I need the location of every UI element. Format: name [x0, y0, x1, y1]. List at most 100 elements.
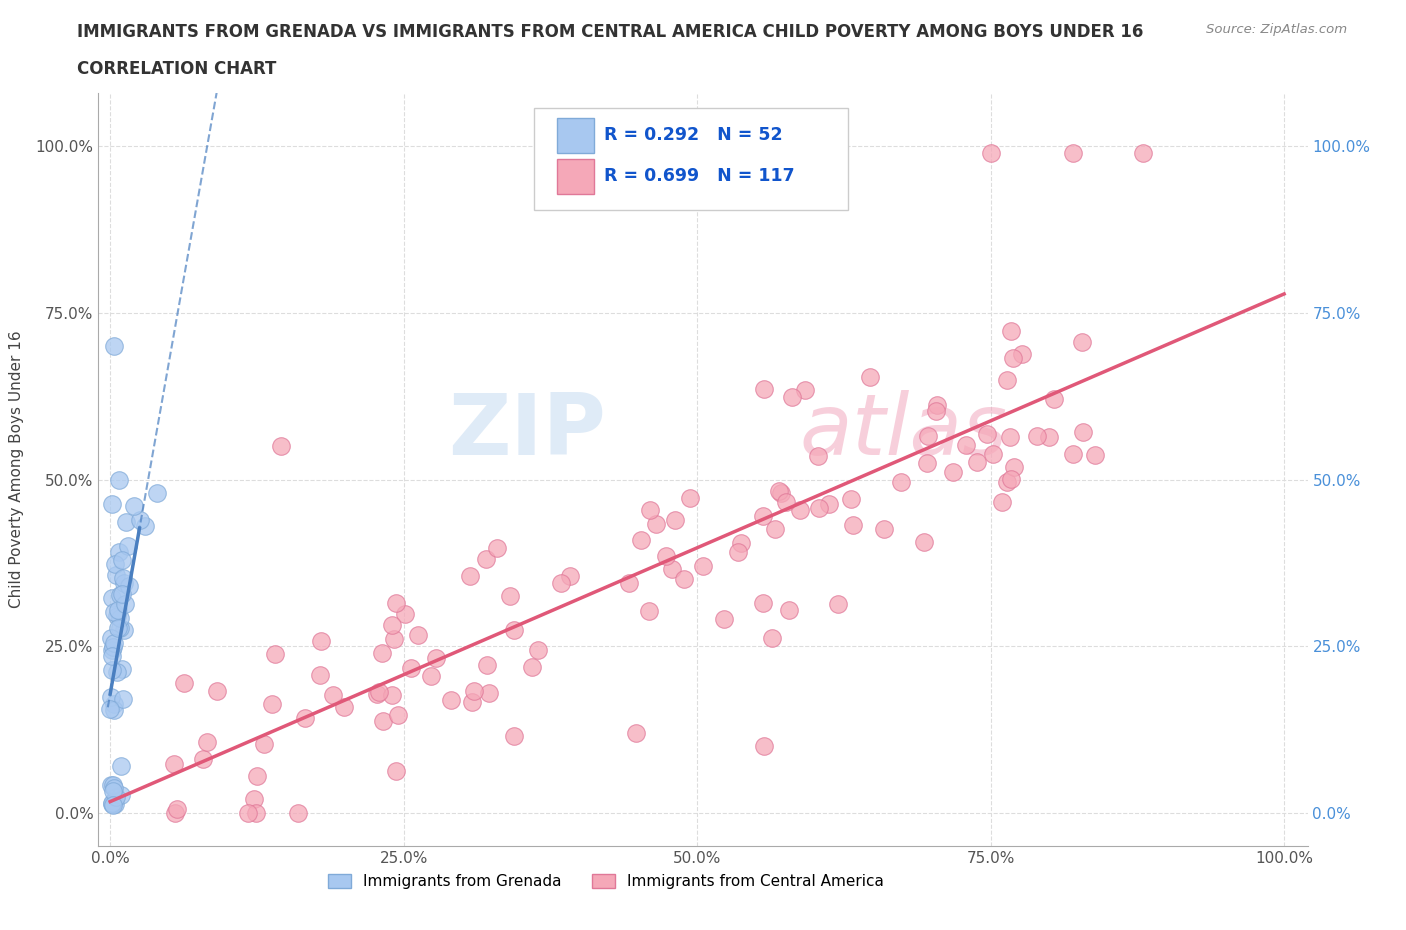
Point — [976, 427, 998, 442]
Point — [478, 685, 501, 700]
Point — [103, 698, 125, 712]
Point — [789, 503, 811, 518]
Point — [550, 576, 572, 591]
Point — [110, 759, 132, 774]
Point — [100, 497, 122, 512]
Point — [122, 498, 145, 513]
Text: R = 0.699   N = 117: R = 0.699 N = 117 — [603, 167, 794, 185]
Point — [751, 509, 773, 524]
Point — [103, 793, 125, 808]
Point — [1070, 335, 1092, 350]
Point — [503, 622, 526, 637]
Point — [1062, 146, 1084, 161]
Point — [110, 788, 132, 803]
Point — [193, 752, 215, 767]
Point — [399, 660, 422, 675]
Y-axis label: Child Poverty Among Boys Under 16: Child Poverty Among Boys Under 16 — [10, 331, 24, 608]
Point — [558, 568, 581, 583]
Point — [1043, 392, 1066, 406]
Point — [440, 693, 463, 708]
Point — [942, 464, 965, 479]
Point — [661, 562, 683, 577]
Point — [394, 606, 416, 621]
Point — [955, 437, 977, 452]
Point — [107, 603, 129, 618]
Point — [100, 643, 122, 658]
Point — [108, 620, 131, 635]
Point — [101, 648, 124, 663]
Point — [112, 691, 135, 706]
Point — [322, 687, 344, 702]
Point — [100, 777, 122, 792]
Point — [915, 456, 938, 471]
Point — [655, 549, 678, 564]
Point — [165, 805, 187, 820]
Point — [101, 662, 124, 677]
Point — [246, 769, 269, 784]
Point — [294, 711, 316, 725]
Point — [991, 495, 1014, 510]
Point — [664, 512, 686, 527]
Point — [873, 522, 896, 537]
Point — [371, 713, 394, 728]
Point — [242, 792, 264, 807]
Point — [752, 381, 775, 396]
Point — [103, 339, 125, 353]
Point — [264, 646, 287, 661]
Point — [309, 633, 332, 648]
Point — [370, 645, 392, 660]
Point — [114, 515, 136, 530]
Point — [768, 484, 790, 498]
FancyBboxPatch shape — [534, 108, 848, 210]
Point — [713, 612, 735, 627]
Point — [981, 446, 1004, 461]
Point — [381, 618, 404, 632]
Point — [173, 675, 195, 690]
Point — [995, 373, 1018, 388]
Text: atlas: atlas — [800, 391, 1008, 473]
Point — [1000, 430, 1022, 445]
Point — [807, 500, 830, 515]
Point — [839, 491, 862, 506]
Point — [770, 485, 793, 500]
Point — [912, 534, 935, 549]
Point — [108, 610, 131, 625]
Point — [107, 620, 129, 635]
Point — [108, 472, 131, 487]
Point — [925, 398, 948, 413]
Point — [818, 497, 841, 512]
Point — [382, 632, 405, 647]
Point — [763, 522, 786, 537]
Text: ZIP: ZIP — [449, 391, 606, 473]
Point — [638, 503, 661, 518]
Point — [112, 571, 135, 586]
Point — [128, 512, 150, 527]
Point — [727, 545, 749, 560]
Point — [637, 604, 659, 618]
Point — [368, 684, 391, 699]
Point — [107, 544, 129, 559]
Point — [387, 708, 409, 723]
Point — [1038, 430, 1060, 445]
Point — [842, 518, 865, 533]
Point — [309, 668, 332, 683]
Point — [381, 687, 404, 702]
Point — [103, 702, 125, 717]
Point — [780, 390, 803, 405]
Point — [104, 556, 127, 571]
Point — [98, 701, 121, 716]
Point — [475, 551, 498, 566]
Point — [162, 757, 184, 772]
Point — [103, 636, 125, 651]
Point — [166, 802, 188, 817]
Point — [925, 404, 948, 418]
Point — [110, 587, 132, 602]
Point — [778, 603, 800, 618]
FancyBboxPatch shape — [557, 159, 595, 194]
Point — [1062, 446, 1084, 461]
Point — [100, 631, 122, 645]
Point — [1000, 472, 1022, 486]
Legend: Immigrants from Grenada, Immigrants from Central America: Immigrants from Grenada, Immigrants from… — [322, 868, 890, 896]
Point — [111, 552, 134, 567]
Point — [112, 576, 135, 591]
